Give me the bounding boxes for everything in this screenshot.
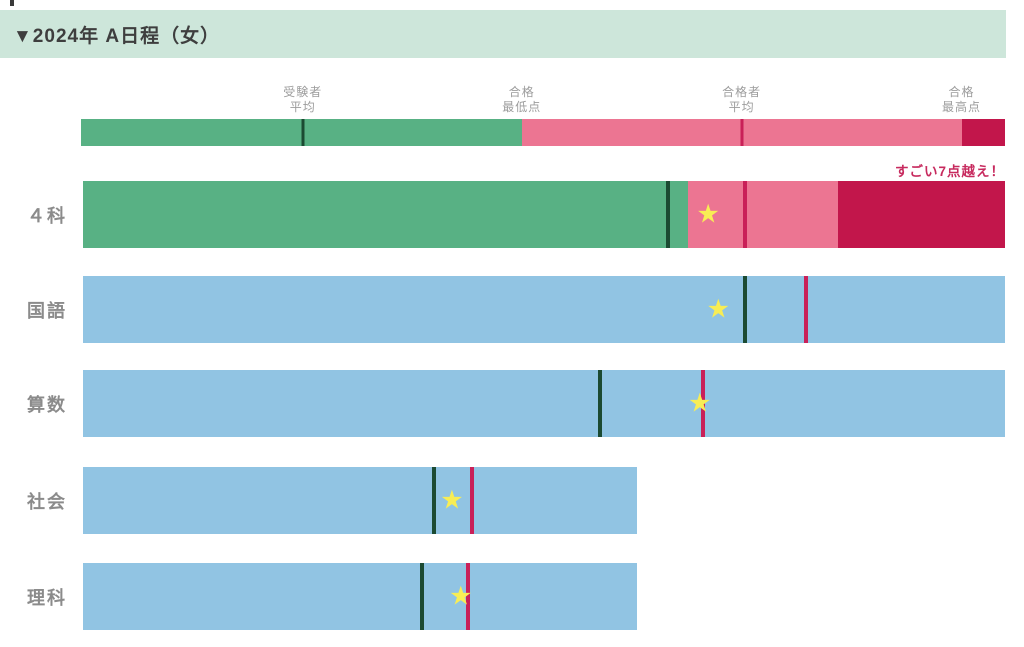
legend-scale-bar [81,119,1005,146]
legend-label-pass-minimum: 合格 最低点 [502,85,542,114]
passer-average-line [466,563,471,630]
passer-average-line [469,467,474,534]
score-star: ★ [688,387,712,418]
score-star: ★ [706,293,730,324]
score-star: ★ [440,484,464,515]
legend-label-passer-average: 合格者 平均 [722,85,762,114]
examinee-average-line [742,276,747,343]
row-yonka: ４科 ★ [0,181,1024,248]
passer-average-line [740,119,744,146]
segment-dark_red [838,181,1005,248]
segment-blue [83,467,637,534]
row-bar-kokugo: ★ [83,276,1005,343]
row-bar-rika: ★ [83,563,637,630]
legend-label-pass-maximum: 合格 最高点 [942,85,982,114]
segment-blue [83,276,1005,343]
legend-labels: 受験者 平均 合格 最低点 合格者 平均 合格 最高点 [81,85,1005,117]
row-shakai: 社会 ★ [0,467,1024,534]
section-title: ▼2024年 A日程（女） [13,25,221,47]
section-header[interactable]: ▼2024年 A日程（女） [0,10,1006,58]
top-artifact-mark [10,0,14,6]
score-annotation: すごい7点越え！ [894,164,1005,179]
passer-average-line [742,181,747,248]
row-bar-yonka: ★ [83,181,1005,248]
examinee-average-line [598,370,603,437]
segment-blue [83,370,1005,437]
row-kokugo: 国語 ★ [0,276,1024,343]
score-rows: ４科 ★ 国語 ★ 算数 ★ 社会 ★ 理科 ★ [0,181,1024,630]
examinee-average-line [665,181,670,248]
passer-average-line [803,276,808,343]
legend-label-examinee-average: 受験者 平均 [283,85,323,114]
segment-dark_red [961,119,1005,146]
row-label-kokugo: 国語 [27,300,67,321]
passer-average-line [700,370,705,437]
score-star: ★ [696,198,720,229]
row-label-shakai: 社会 [27,491,67,512]
segment-green [83,181,688,248]
score-star: ★ [449,580,473,611]
row-label-sansu: 算数 [27,394,67,415]
segment-blue [83,563,637,630]
row-label-rika: 理科 [27,587,67,608]
row-rika: 理科 ★ [0,563,1024,630]
row-label-yonka: ４科 [27,205,67,226]
row-bar-shakai: ★ [83,467,637,534]
examinee-average-line [420,563,425,630]
examinee-average-line [432,467,437,534]
examinee-average-line [301,119,305,146]
row-bar-sansu: ★ [83,370,1005,437]
row-sansu: 算数 ★ [0,370,1024,437]
segment-pink [687,181,839,248]
